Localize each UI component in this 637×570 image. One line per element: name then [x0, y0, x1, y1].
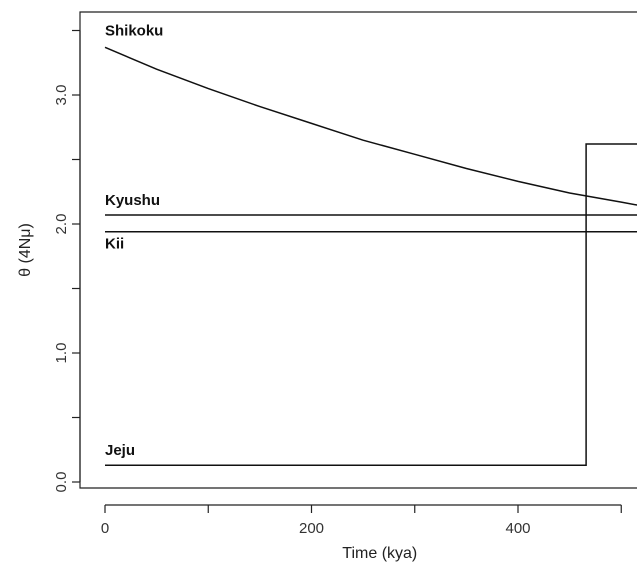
series-label-kii: Kii	[105, 236, 124, 253]
plot-frame	[79, 11, 637, 489]
x-axis: 0 200 400	[101, 504, 622, 537]
x-tick-label: 0	[101, 520, 109, 537]
x-axis-title: Time (kya)	[342, 545, 417, 562]
y-tick-label: 2.0	[53, 214, 70, 235]
x-tick-label: 400	[505, 520, 530, 537]
series-layer	[104, 46, 637, 466]
y-tick-label: 0.0	[53, 472, 70, 493]
y-tick-label: 1.0	[53, 343, 70, 364]
y-axis: 0.0 1.0 2.0 3.0	[53, 29, 81, 493]
y-axis-title: θ (4Nμ)	[17, 223, 34, 277]
series-label-kyushu: Kyushu	[105, 192, 160, 209]
series-line-shikoku	[104, 46, 637, 206]
series-line-jeju	[105, 143, 637, 466]
x-tick-label: 200	[299, 520, 324, 537]
series-label-shikoku: Shikoku	[105, 22, 163, 39]
series-labels: Shikoku Kyushu Kii Jeju	[105, 22, 163, 459]
series-label-jeju: Jeju	[105, 442, 135, 459]
y-tick-label: 3.0	[53, 85, 70, 106]
